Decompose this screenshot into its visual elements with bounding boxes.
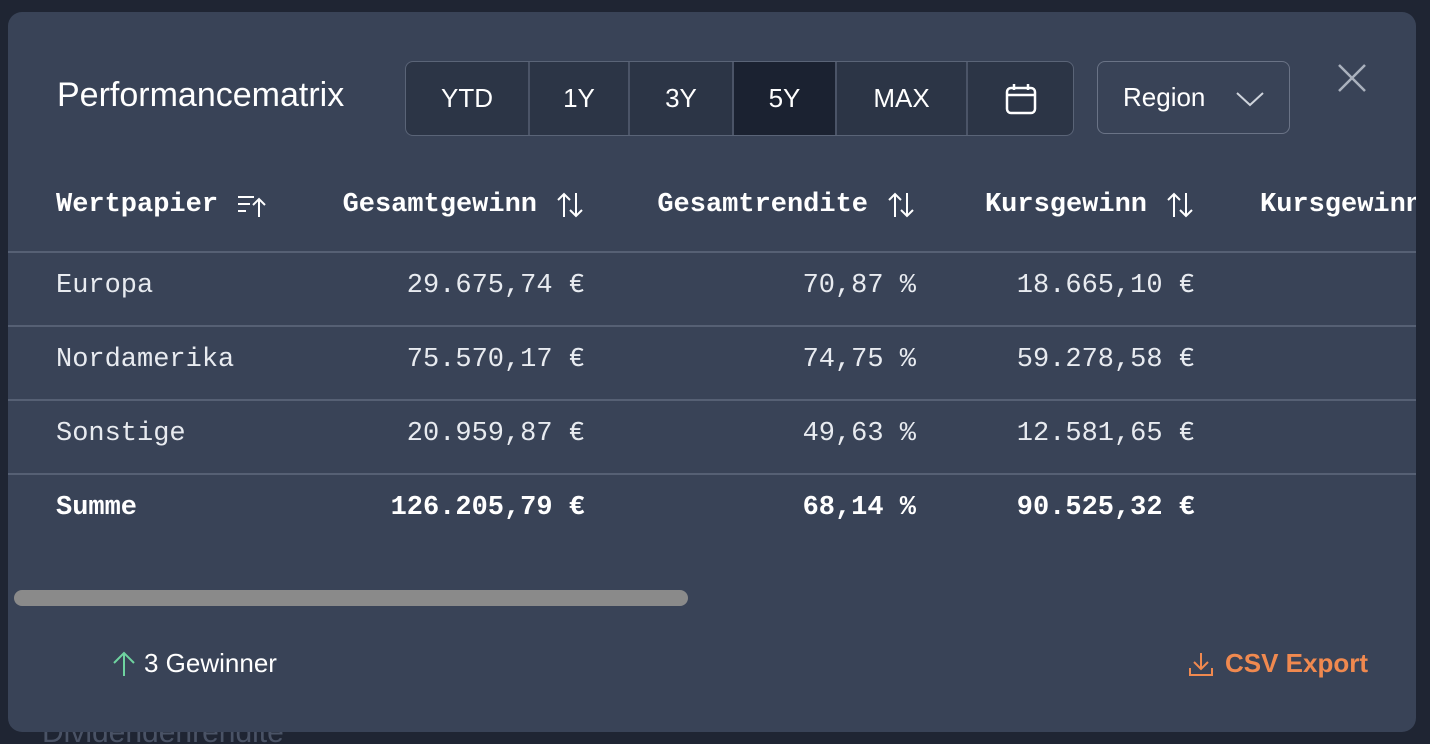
period-tab[interactable]: MAX <box>837 62 968 135</box>
cell-value: 59.278,58 € <box>1016 345 1195 375</box>
row-label: Sonstige <box>56 419 186 449</box>
column-header-label: Kursgewinn <box>984 190 1147 220</box>
row-divider <box>8 325 1416 327</box>
cell-value: 75.570,17 € <box>406 345 585 375</box>
column-header[interactable]: Kursgewinn <box>1260 190 1416 220</box>
modal: Performancematrix YTD 1Y 3Y 5Y MAX Region We… <box>8 12 1416 732</box>
column-header-label: Kursgewinn <box>1260 190 1416 220</box>
table: Wertpapier Gesamtgewinn Gesamtrendite Kursg… <box>8 12 1416 582</box>
total-label: Summe <box>56 493 138 523</box>
cell-value: 49,63 % <box>802 419 916 449</box>
period-tab[interactable]: 1Y <box>530 62 630 135</box>
column-header[interactable]: Gesamtgewinn <box>343 190 585 220</box>
row-divider <box>8 473 1416 475</box>
modal-title: Performancematrix <box>57 76 345 114</box>
cell-value: 29.675,74 € <box>406 271 585 301</box>
period-tab[interactable]: 5Y <box>734 62 837 135</box>
sort-icon <box>238 196 266 217</box>
sort-icon <box>888 192 914 218</box>
winners-label: 3 Gewinner <box>144 648 277 678</box>
header-divider <box>8 251 1416 253</box>
row-divider <box>8 399 1416 401</box>
close-button[interactable] <box>1336 62 1368 94</box>
total-value: 126.205,79 € <box>390 493 585 523</box>
row-label: Europa <box>56 271 154 301</box>
period-tabs: YTD 1Y 3Y 5Y MAX <box>405 61 1074 136</box>
cell-value: 12.581,65 € <box>1016 419 1195 449</box>
column-header-label: Gesamtgewinn <box>342 190 537 220</box>
sort-icon <box>557 192 583 218</box>
cell-value: 74,75 % <box>802 345 916 375</box>
region-dropdown[interactable]: Region <box>1097 61 1290 134</box>
sort-icon <box>1167 192 1193 218</box>
export-label: CSV Export <box>1224 648 1368 678</box>
column-header-label: Gesamtrendite <box>657 190 868 220</box>
up-arrow-icon <box>113 651 135 676</box>
total-value: 68,14 % <box>802 493 916 523</box>
cell-value: 70,87 % <box>802 271 916 301</box>
column-header-label: Wertpapier <box>56 190 219 220</box>
calendar-button[interactable] <box>968 62 1073 135</box>
scrollbar[interactable] <box>14 590 688 606</box>
csv-export-button[interactable]: CSV Export <box>1187 648 1368 679</box>
period-tab[interactable]: YTD <box>406 62 530 135</box>
chevron-icon <box>1236 91 1265 106</box>
download-icon <box>1188 652 1213 676</box>
row-label: Nordamerika <box>56 345 235 375</box>
total-value: 90.525,32 € <box>1016 493 1195 523</box>
dropdown-label: Region <box>1123 82 1206 112</box>
cell-value: 20.959,87 € <box>406 419 585 449</box>
column-header[interactable]: Wertpapier <box>56 190 266 220</box>
column-header[interactable]: Kursgewinn <box>985 190 1195 220</box>
column-header[interactable]: Gesamtrendite <box>657 190 916 220</box>
calendar-icon <box>1005 83 1036 114</box>
cell-value: 18.665,10 € <box>1016 271 1195 301</box>
period-tab[interactable]: 3Y <box>630 62 734 135</box>
winners-indicator: 3 Gewinner <box>112 648 277 679</box>
